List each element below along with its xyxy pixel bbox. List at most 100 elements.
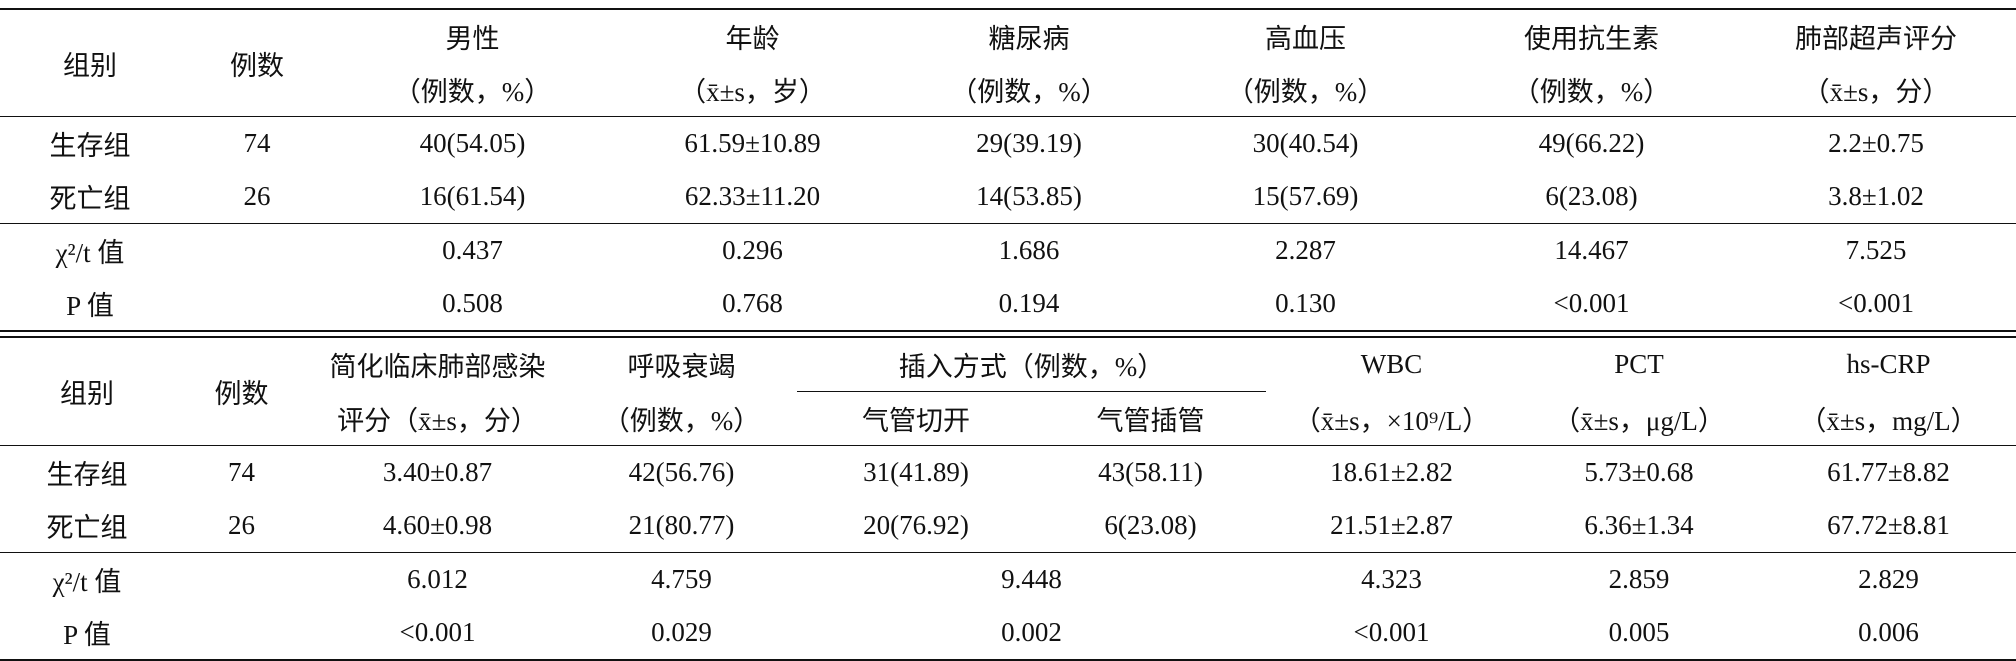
header-cell: 例数	[230, 50, 284, 81]
table-cell: 死亡组	[46, 513, 128, 543]
table-cell: 6(23.08)	[1104, 510, 1197, 540]
table-cell: 9.448	[797, 552, 1266, 606]
table-cell: 49(66.22)	[1447, 116, 1736, 170]
table-cell: 26	[228, 510, 255, 540]
table-cell: 16(61.54)	[419, 181, 526, 211]
header-cell: 使用抗生素	[1524, 24, 1659, 54]
table-cell: 0.029	[651, 617, 712, 647]
table-row: 组别 例数 男性 年龄 糖尿病 高血压 使用抗生素 肺部超声评分	[0, 9, 2016, 81]
table-cell: 死亡组	[49, 184, 131, 214]
table-row: P 值 <0.001 0.029 0.002 <0.001 0.005 0.006	[0, 606, 2016, 660]
table-cell: 生存组	[0, 116, 180, 170]
table-cell: 62.33±11.20	[684, 181, 821, 211]
table-cell: <0.001	[1353, 617, 1430, 647]
table-row: P 值 0.508 0.768 0.194 0.130 <0.001 <0.001	[0, 277, 2016, 331]
table-cell: 40(54.05)	[334, 116, 611, 170]
table-cell: 14(53.85)	[976, 181, 1082, 211]
table-cell: 0.508	[442, 288, 503, 318]
table-cell: 7.525	[1736, 223, 2016, 277]
header-cell: 评分（x̄±s，分）	[337, 405, 538, 436]
table-cell: 0.437	[334, 223, 611, 277]
header-cell: 男性	[445, 24, 500, 54]
table-cell: 74	[174, 445, 309, 499]
table-cell: 43(58.11)	[1035, 445, 1266, 499]
header-cell: （例数，%）	[602, 405, 761, 436]
table-cell: 2.829	[1761, 552, 2016, 606]
table-cell: 21.51±2.87	[1330, 510, 1453, 540]
table-cell: χ²/t 值	[0, 223, 180, 277]
table-cell: 29(39.19)	[894, 116, 1164, 170]
table-row: 生存组 74 3.40±0.87 42(56.76) 31(41.89) 43(58.11…	[0, 445, 2016, 499]
table-row: （例数，%） （x̄±s，岁） （例数，%） （例数，%） （例数，%） （x̄±s，分）	[0, 63, 2016, 117]
table-cell: 4.759	[566, 552, 797, 606]
table-cell: 0.005	[1608, 617, 1670, 647]
header-cell: 例数	[214, 379, 269, 409]
table-cell: 6(23.08)	[1545, 181, 1638, 211]
table-row: 死亡组 26 4.60±0.98 21(80.77) 20(76.92) 6(23.08)…	[0, 499, 2016, 553]
table-cell: 74	[180, 116, 334, 170]
table-cell	[174, 606, 309, 660]
table-cell: 0.002	[1001, 617, 1062, 647]
header-cell: hs-CRP	[1846, 349, 1931, 380]
table-row: χ²/t 值 6.012 4.759 9.448 4.323 2.859 2.829	[0, 552, 2016, 606]
header-cell: 组别	[63, 50, 117, 81]
table-cell: 5.73±0.68	[1517, 445, 1761, 499]
table-cell: 6.36±1.34	[1584, 510, 1694, 540]
header-cell: 组别	[60, 379, 114, 409]
table-cell: 61.59±10.89	[611, 116, 894, 170]
header-cell: WBC	[1360, 349, 1423, 380]
table-cell: 生存组	[0, 445, 174, 499]
header-cell: 气管切开	[862, 406, 970, 436]
header-cell: （x̄±s，×10⁹/L）	[1293, 405, 1490, 436]
table-cell: <0.001	[1553, 288, 1630, 318]
table-2: 组别 例数 简化临床肺部感染 呼吸衰竭 插入方式（例数，%） WBC PCT hs-CRP 评分…	[0, 336, 2016, 661]
table-cell: 3.8±1.02	[1828, 181, 1924, 211]
header-cell: 肺部超声评分	[1795, 24, 1957, 54]
table-cell: χ²/t 值	[0, 552, 174, 606]
header-cell: （x̄±s，μg/L）	[1553, 405, 1725, 436]
table-cell	[180, 223, 334, 277]
table-cell: 0.194	[998, 288, 1060, 318]
header-cell: 简化临床肺部感染	[329, 352, 546, 383]
table-cell: 6.012	[309, 552, 566, 606]
table-row: 评分（x̄±s，分） （例数，%） 气管切开 气管插管 （x̄±s，×10⁹/L） （x̄…	[0, 392, 2016, 446]
table-cell: 14.467	[1447, 223, 1736, 277]
table-cell: 0.296	[611, 223, 894, 277]
table-cell: 67.72±8.81	[1827, 510, 1950, 540]
table-cell: 42(56.76)	[566, 445, 797, 499]
table-cell: 0.006	[1858, 617, 1919, 647]
header-cell: （x̄±s，岁）	[679, 77, 826, 107]
header-cell: 插入方式（例数，%）	[797, 337, 1266, 392]
table-row: 死亡组 26 16(61.54) 62.33±11.20 14(53.85) 15(57.…	[0, 170, 2016, 224]
header-cell: （例数，%）	[950, 77, 1108, 107]
table-cell	[174, 552, 309, 606]
table-cell: 15(57.69)	[1252, 181, 1359, 211]
tables: 组别 例数 男性 年龄 糖尿病 高血压 使用抗生素 肺部超声评分 （例数，%） （x̄±s，岁）（…	[0, 8, 2016, 661]
header-cell: 气管插管	[1096, 406, 1205, 436]
table-cell: 21(80.77)	[628, 510, 735, 540]
header-cell: （x̄±s，mg/L）	[1799, 405, 1978, 436]
header-cell: 年龄	[725, 24, 780, 54]
table-cell: 0.768	[722, 288, 783, 318]
header-cell: 糖尿病	[988, 24, 1070, 54]
table-cell: <0.001	[1838, 288, 1914, 318]
header-cell: 高血压	[1265, 24, 1346, 54]
table-cell: 18.61±2.82	[1266, 445, 1517, 499]
table-cell: 3.40±0.87	[309, 445, 566, 499]
header-cell: （例数，%）	[393, 77, 552, 107]
table-cell: 2.287	[1164, 223, 1447, 277]
table-cell: 20(76.92)	[863, 510, 969, 540]
header-cell: （例数，%）	[1226, 77, 1385, 107]
header-cell: （x̄±s，分）	[1802, 77, 1950, 107]
table-cell	[180, 277, 334, 331]
table-cell: 1.686	[894, 223, 1164, 277]
table-cell: P 值	[63, 620, 111, 650]
table-row: χ²/t 值 0.437 0.296 1.686 2.287 14.467 7.525	[0, 223, 2016, 277]
table-cell: 2.2±0.75	[1736, 116, 2016, 170]
header-cell: 呼吸衰竭	[627, 352, 736, 383]
table-row: 生存组 74 40(54.05) 61.59±10.89 29(39.19) 30(40.…	[0, 116, 2016, 170]
table-cell: 2.859	[1517, 552, 1761, 606]
header-cell: （例数，%）	[1512, 77, 1671, 107]
table-cell: 30(40.54)	[1164, 116, 1447, 170]
